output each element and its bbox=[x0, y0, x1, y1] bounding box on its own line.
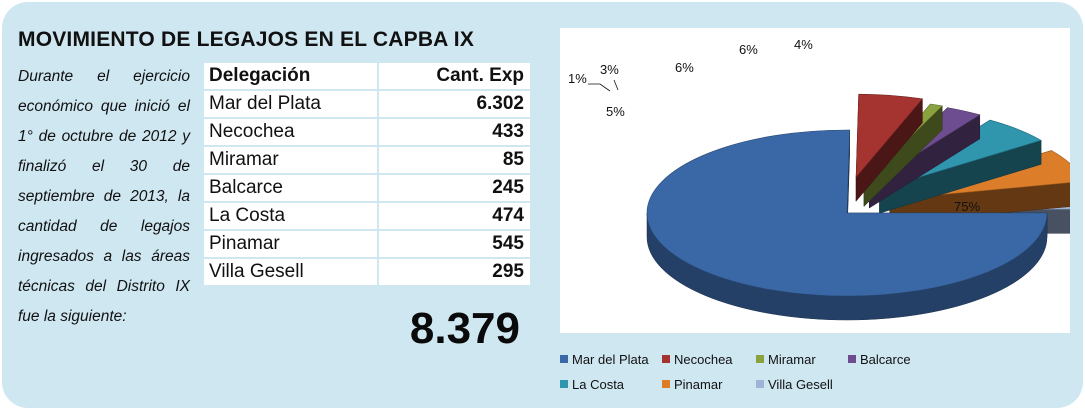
legend-swatch bbox=[756, 355, 764, 363]
table-row: Balcarce 245 bbox=[202, 173, 532, 203]
delegation-count: 85 bbox=[377, 145, 532, 175]
legend-swatch bbox=[662, 380, 670, 388]
leader-line-balcarce bbox=[613, 79, 619, 91]
pie-slice-mar-del-plata bbox=[646, 129, 1048, 321]
pie-label-pinamar: 6% bbox=[739, 42, 758, 57]
legend-label: Balcarce bbox=[860, 352, 911, 367]
legend-swatch bbox=[560, 355, 568, 363]
pie-label-la-costa: 6% bbox=[675, 60, 694, 75]
delegation-count: 295 bbox=[377, 257, 532, 287]
legend-swatch bbox=[560, 380, 568, 388]
pie-chart: 75% 5% 1% 3% 6% 6% 4% bbox=[568, 37, 1085, 321]
pie-label-miramar: 1% bbox=[568, 71, 587, 86]
legend-swatch bbox=[848, 355, 856, 363]
leader-line-miramar bbox=[588, 83, 611, 92]
chart-area: 75% 5% 1% 3% 6% 6% 4% bbox=[560, 28, 1085, 333]
pie-label-balcarce: 3% bbox=[600, 62, 619, 77]
delegation-count: 433 bbox=[377, 117, 532, 147]
legend-swatch bbox=[756, 380, 764, 388]
legend-item-la-costa: La Costa bbox=[560, 377, 624, 392]
table-row: Necochea 433 bbox=[202, 117, 532, 147]
legend-label: Miramar bbox=[768, 352, 816, 367]
table-row: Mar del Plata 6.302 bbox=[202, 89, 532, 119]
delegation-name: Villa Gesell bbox=[202, 257, 379, 287]
delegation-count: 6.302 bbox=[377, 89, 532, 119]
delegation-count: 245 bbox=[377, 173, 532, 203]
legend-label: Mar del Plata bbox=[572, 352, 649, 367]
table-row: Pinamar 545 bbox=[202, 229, 532, 259]
legend-label: Pinamar bbox=[674, 377, 723, 392]
legend-item-balcarce: Balcarce bbox=[848, 352, 911, 367]
pie-slice-necochea bbox=[855, 93, 923, 202]
column-header-cant-exp: Cant. Exp bbox=[377, 61, 532, 91]
legend-item-miramar: Miramar bbox=[756, 352, 816, 367]
delegation-name: Balcarce bbox=[202, 173, 379, 203]
total-count: 8.379 bbox=[409, 304, 520, 353]
delegation-name: Necochea bbox=[202, 117, 379, 147]
table-header-row: Delegación Cant. Exp bbox=[202, 61, 532, 91]
legend-item-villa-gesell: Villa Gesell bbox=[756, 377, 833, 392]
legend-swatch bbox=[662, 355, 670, 363]
delegation-name: La Costa bbox=[202, 201, 379, 231]
page-title: MOVIMIENTO DE LEGAJOS EN EL CAPBA IX bbox=[18, 28, 475, 51]
legend-item-mar-del-plata: Mar del Plata bbox=[560, 352, 649, 367]
table-row: Miramar 85 bbox=[202, 145, 532, 175]
pie-label-mar-del-plata: 75% bbox=[954, 199, 980, 214]
delegation-count: 545 bbox=[377, 229, 532, 259]
legend-label: La Costa bbox=[572, 377, 625, 392]
delegation-name: Pinamar bbox=[202, 229, 379, 259]
intro-paragraph: Durante el ejercicio económico que inici… bbox=[18, 68, 190, 325]
table-row: La Costa 474 bbox=[202, 201, 532, 231]
delegation-name: Mar del Plata bbox=[202, 89, 379, 119]
legend-label: Villa Gesell bbox=[768, 377, 833, 392]
delegation-count: 474 bbox=[377, 201, 532, 231]
legend-item-necochea: Necochea bbox=[662, 352, 733, 367]
pie-label-villa-gesell: 4% bbox=[794, 37, 813, 52]
pie-label-necochea: 5% bbox=[606, 104, 625, 119]
table-row: Villa Gesell 295 bbox=[202, 257, 532, 287]
legend-item-pinamar: Pinamar bbox=[662, 377, 722, 392]
delegations-table: Delegación Cant. Exp Mar del Plata 6.302 … bbox=[202, 61, 532, 287]
legend-label: Necochea bbox=[674, 352, 733, 367]
delegation-name: Miramar bbox=[202, 145, 379, 175]
column-header-delegacion: Delegación bbox=[202, 61, 379, 91]
